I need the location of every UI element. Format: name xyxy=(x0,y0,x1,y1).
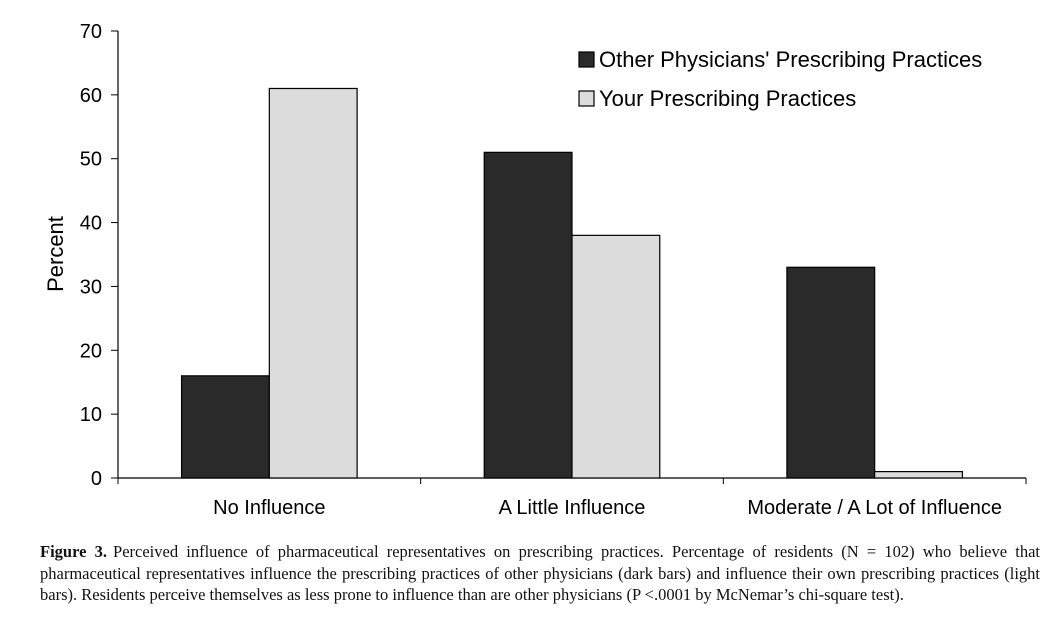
bars xyxy=(180,87,964,479)
y-tick-label: 50 xyxy=(80,149,102,171)
bar-your-practices xyxy=(571,234,661,479)
bar-other-physicians xyxy=(483,151,573,479)
legend-swatch xyxy=(578,51,595,68)
y-tick-label: 0 xyxy=(91,468,102,490)
y-tick-label: 20 xyxy=(80,340,102,362)
y-tick-label: 60 xyxy=(80,85,102,107)
legend: Other Physicians' Prescribing Practices Y… xyxy=(578,47,982,111)
y-tick-label: 40 xyxy=(80,213,102,235)
caption-label: Figure 3. xyxy=(40,542,108,561)
x-tick-label: Moderate / A Lot of Influence xyxy=(747,497,1002,519)
figure-caption: Figure 3. Perceived influence of pharmace… xyxy=(40,541,1040,606)
legend-swatch xyxy=(578,90,595,107)
x-tick-label: A Little Influence xyxy=(499,497,646,519)
caption-text: Perceived influence of pharmaceutical re… xyxy=(40,542,1040,604)
y-axis-label: Percent xyxy=(43,216,68,292)
legend-entry: Your Prescribing Practices xyxy=(599,86,856,111)
bar-other-physicians xyxy=(180,375,270,479)
bar-chart: 0 10 20 30 40 50 60 70 No Influence A Little Infl… xyxy=(43,21,1027,519)
x-tick-label: No Influence xyxy=(213,497,325,519)
y-tick-label: 70 xyxy=(80,21,102,43)
legend-entry: Other Physicians' Prescribing Practices xyxy=(599,47,982,72)
y-tick-label: 10 xyxy=(80,404,102,426)
bar-your-practices xyxy=(874,471,964,479)
bar-your-practices xyxy=(268,87,358,479)
bar-other-physicians xyxy=(786,266,876,479)
axes: 0 10 20 30 40 50 60 70 No Influence A Little Infl… xyxy=(80,21,1027,519)
y-tick-label: 30 xyxy=(80,276,102,298)
